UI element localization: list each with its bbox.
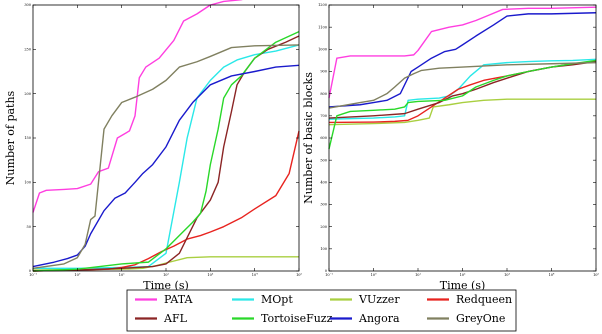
series-line-angora <box>328 12 597 108</box>
legend-box <box>126 289 517 332</box>
x-axis-title: Time (s) <box>143 279 189 292</box>
legend-label-angora: Angora <box>358 312 400 325</box>
x-tick-label: 10³ <box>207 273 213 277</box>
x-tick-label: 10² <box>460 273 466 277</box>
series-line-redqueen <box>328 60 597 124</box>
y-tick-label: 1200 <box>318 3 327 7</box>
y-tick-label: 150 <box>24 136 31 140</box>
series-line-redqueen <box>32 130 300 272</box>
series-line-tortoisefuzz <box>32 30 300 272</box>
legend-label-redqueen: Redqueen <box>456 293 512 306</box>
x-axis-title: Time (s) <box>440 279 486 292</box>
x-tick-label: 10⁰ <box>371 273 377 277</box>
plot-frame <box>32 4 300 272</box>
legend-label-mopt: MOpt <box>261 293 293 306</box>
y-tick-label: 250 <box>24 48 31 52</box>
series-line-vuzzer <box>328 98 596 126</box>
chart-basic-blocks: 10⁻¹ 10⁰ 10¹ 10² 10³ 10⁴ 10⁵ 0 100 200 300 400 500 60… <box>302 3 600 292</box>
legend-label-pata: PATA <box>164 293 193 306</box>
series-line-pata <box>328 6 597 99</box>
x-tick-label: 10⁰ <box>74 273 80 277</box>
series-line-pata <box>32 0 243 213</box>
y-tick-label: 300 <box>320 203 327 207</box>
y-tick-label: 600 <box>320 136 327 140</box>
y-tick-label: 1000 <box>318 48 327 52</box>
series-line-greyone <box>32 44 300 270</box>
x-tick-label: 10⁻¹ <box>29 273 37 277</box>
x-tick-label: 10⁵ <box>593 273 599 277</box>
y-tick-label: 500 <box>320 158 327 162</box>
y-tick-label: 50 <box>27 225 31 229</box>
y-tick-label: 0 <box>325 269 327 273</box>
y-axis-title: Number of paths <box>4 90 17 185</box>
chart-paths: 10⁻¹ 10⁰ 10¹ 10² 10³ 10⁴ 10⁵ 0 50 100 150 200 250 300… <box>4 0 303 292</box>
y-tick-label: 100 <box>320 247 327 251</box>
y-tick-label: 200 <box>24 92 31 96</box>
legend: PATA MOpt VUzzer Redqueen AFL TortoiseFuzz Ang… <box>126 289 517 332</box>
legend-label-tortoisefuzz: TortoiseFuzz <box>261 312 333 325</box>
x-tick-label: 10⁴ <box>252 273 258 277</box>
x-tick-label: 10¹ <box>119 273 125 277</box>
series-line-afl <box>328 60 597 119</box>
series-lines <box>32 0 300 272</box>
series-line-mopt <box>33 44 300 270</box>
y-tick-label: 1100 <box>318 25 327 29</box>
series-line-angora <box>32 64 300 268</box>
y-axis-title: Number of basic blocks <box>302 72 315 204</box>
x-tick-label: 10² <box>163 273 169 277</box>
series-line-vuzzer <box>32 256 299 271</box>
legend-label-greyone: GreyOne <box>456 312 505 325</box>
series-line-greyone <box>328 61 597 109</box>
y-tick-label: 100 <box>24 181 31 185</box>
x-tick-label: 10⁻¹ <box>325 273 333 277</box>
y-tick-label: 300 <box>24 3 31 7</box>
series-line-tortoisefuzz <box>328 59 597 150</box>
y-tick-label: 900 <box>320 70 327 74</box>
x-tick-label: 10³ <box>504 273 510 277</box>
y-tick-label: 200 <box>320 225 327 229</box>
x-tick-label: 10⁵ <box>296 273 302 277</box>
y-tick-label: 700 <box>320 114 327 118</box>
x-tick-label: 10¹ <box>415 273 421 277</box>
y-tick-label: 0 <box>29 269 31 273</box>
legend-label-vuzzer: VUzzer <box>358 293 400 306</box>
series-lines <box>328 6 597 150</box>
x-tick-label: 10⁴ <box>549 273 555 277</box>
y-tick-label: 800 <box>320 92 327 96</box>
y-tick-label: 400 <box>320 181 327 185</box>
legend-label-afl: AFL <box>163 312 188 325</box>
